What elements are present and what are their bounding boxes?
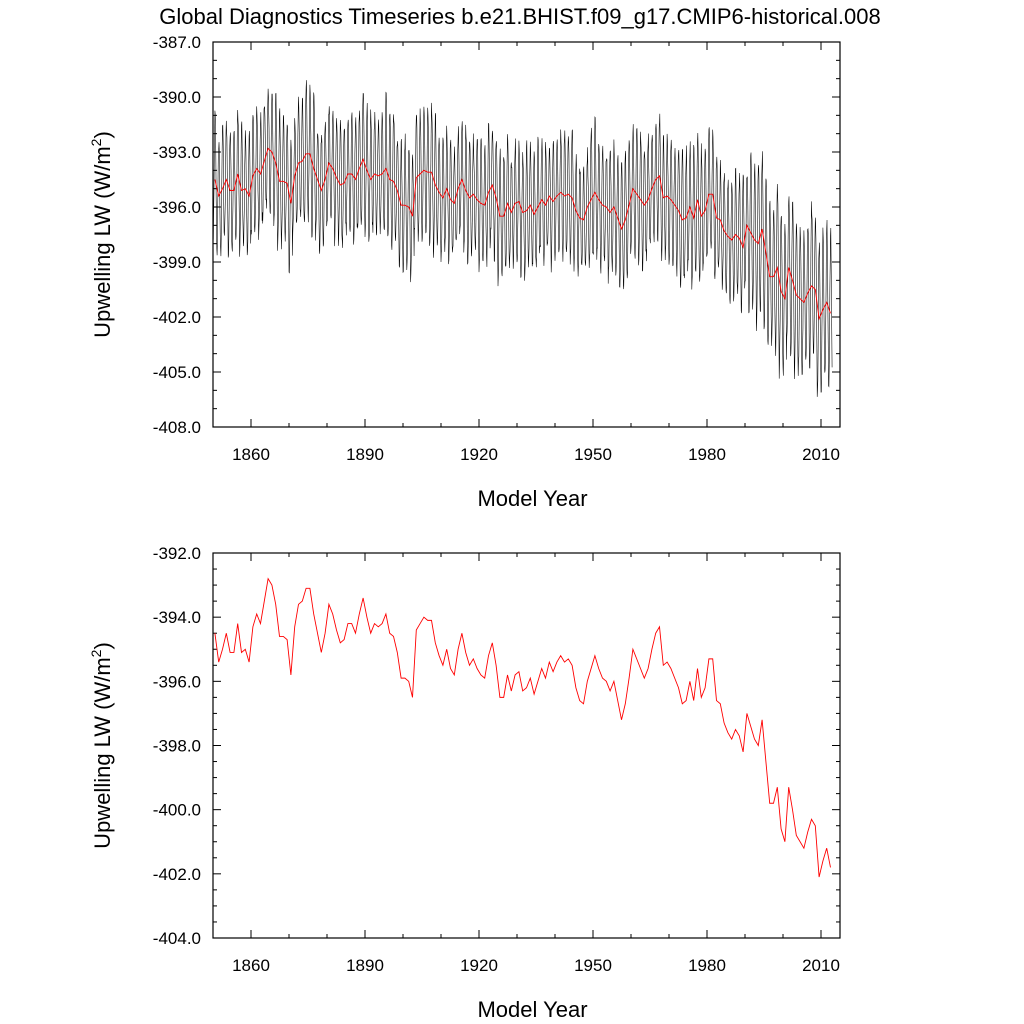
y-tick-label: -396.0 bbox=[153, 198, 201, 217]
x-tick-label: 2010 bbox=[802, 956, 840, 975]
bottom-panel: 1860 1890 1920 1950 1980 2010 -392.0 -394.0 -396… bbox=[88, 544, 841, 1022]
x-tick-label: 1950 bbox=[574, 445, 612, 464]
plot-frame bbox=[212, 552, 841, 939]
y-tick-label: -404.0 bbox=[153, 929, 201, 948]
y-tick-label: -398.0 bbox=[153, 737, 201, 756]
y-axis-ticks bbox=[213, 552, 840, 939]
x-tick-label: 1980 bbox=[688, 445, 726, 464]
y-axis-label: Upwelling LW (W/m2) bbox=[88, 642, 115, 849]
x-axis-ticks bbox=[212, 42, 822, 427]
annual-mean-series-line bbox=[214, 147, 831, 321]
y-tick-label: -396.0 bbox=[153, 672, 201, 691]
plot-frame bbox=[212, 41, 841, 428]
y-tick-label: -387.0 bbox=[153, 33, 201, 52]
y-tick-label: -405.0 bbox=[153, 363, 201, 382]
x-tick-label: 1890 bbox=[346, 956, 384, 975]
y-tick-label: -392.0 bbox=[153, 544, 201, 563]
x-tick-label: 1920 bbox=[460, 956, 498, 975]
annual-mean-series-line bbox=[214, 577, 831, 878]
x-tick-label: 1950 bbox=[574, 956, 612, 975]
x-axis-ticks bbox=[212, 553, 822, 938]
top-panel: 1860 1890 1920 1950 1980 2010 -387.0 -390.0 -393… bbox=[88, 33, 841, 511]
y-tick-label: -400.0 bbox=[153, 801, 201, 820]
x-tick-label: 1890 bbox=[346, 445, 384, 464]
y-tick-label: -393.0 bbox=[153, 143, 201, 162]
x-tick-label: 1920 bbox=[460, 445, 498, 464]
x-axis-label: Model Year bbox=[477, 486, 587, 511]
x-tick-label: 1860 bbox=[232, 445, 270, 464]
y-tick-label: -402.0 bbox=[153, 308, 201, 327]
x-tick-label: 1980 bbox=[688, 956, 726, 975]
y-axis-label: Upwelling LW (W/m2) bbox=[88, 131, 115, 338]
y-tick-label: -390.0 bbox=[153, 88, 201, 107]
y-tick-label: -399.0 bbox=[153, 253, 201, 272]
x-tick-label: 2010 bbox=[802, 445, 840, 464]
y-tick-label: -394.0 bbox=[153, 608, 201, 627]
figure-title: Global Diagnostics Timeseries b.e21.BHIS… bbox=[159, 4, 880, 29]
y-tick-label: -402.0 bbox=[153, 865, 201, 884]
x-axis-label: Model Year bbox=[477, 997, 587, 1022]
x-tick-label: 1860 bbox=[232, 956, 270, 975]
monthly-series-line bbox=[213, 80, 833, 397]
y-tick-label: -408.0 bbox=[153, 418, 201, 437]
